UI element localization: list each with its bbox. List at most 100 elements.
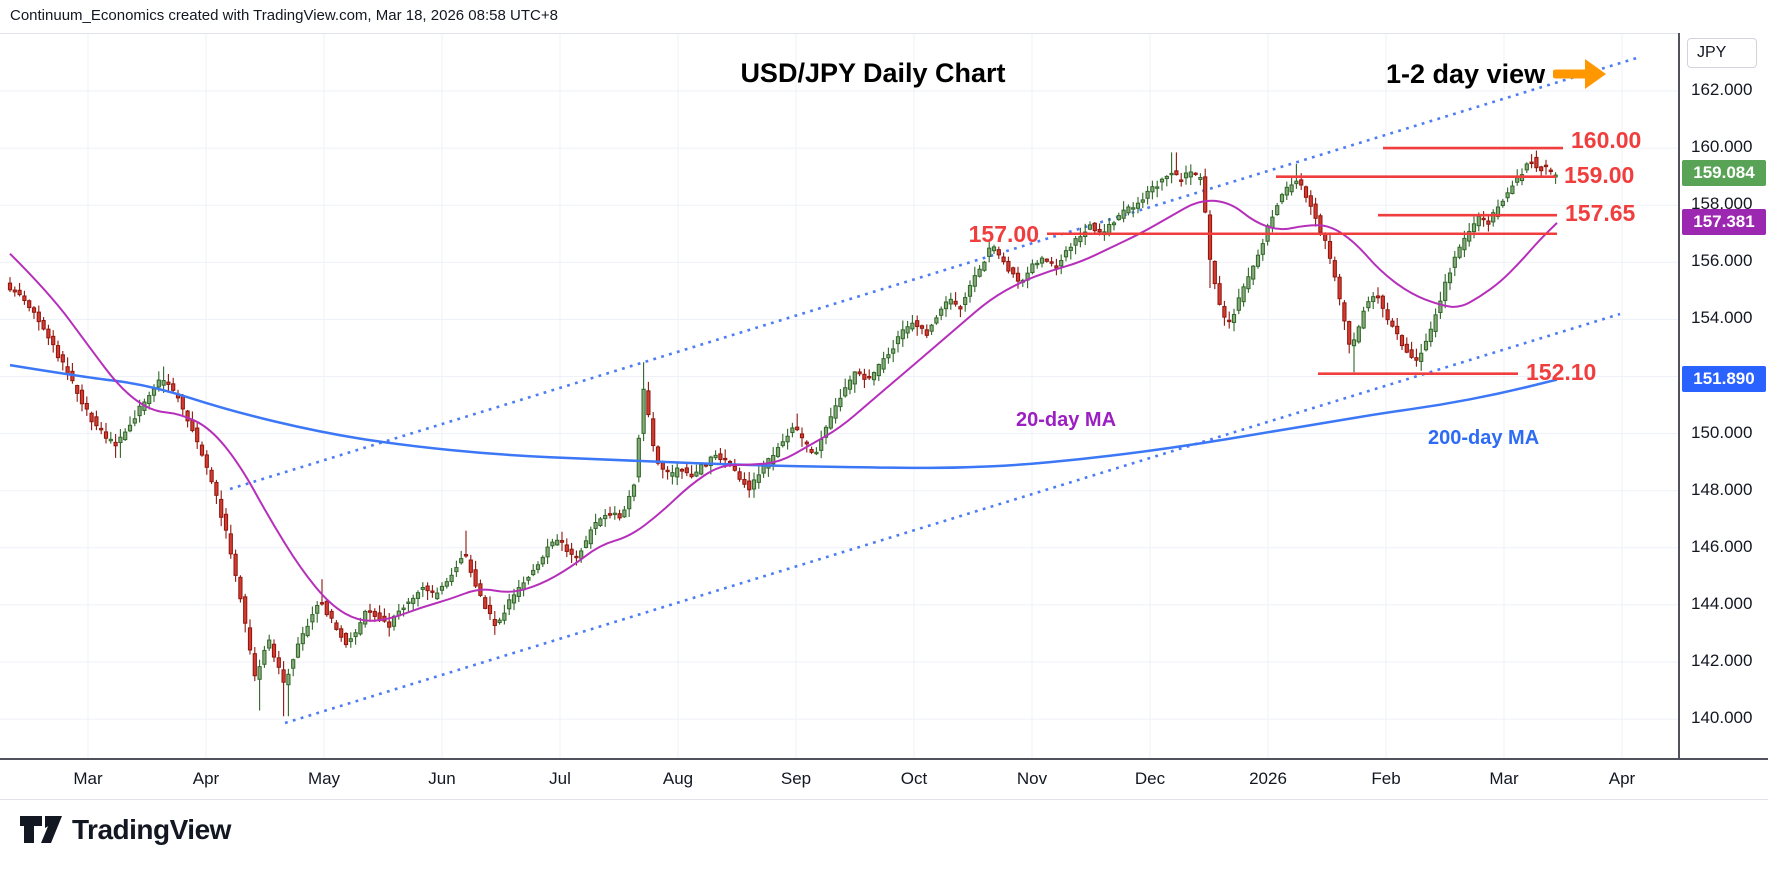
candle-up: [833, 405, 838, 419]
candle-down: [223, 513, 229, 531]
candle-up: [1131, 207, 1136, 210]
candle-down: [1001, 256, 1006, 263]
candle-up: [780, 441, 785, 447]
candle-down: [564, 544, 569, 552]
level-label-157.65: 157.65: [1565, 200, 1636, 227]
candle-down: [1299, 179, 1304, 186]
candle-down: [919, 325, 925, 329]
candle-up: [1236, 297, 1241, 311]
time-axis-label-Oct: Oct: [900, 769, 928, 788]
candle-down: [190, 419, 195, 432]
price-tick-158.000: 158.000: [1691, 194, 1753, 214]
candle-down: [319, 602, 325, 605]
candle-up: [761, 465, 766, 474]
candle-up: [785, 435, 790, 443]
candle-down: [99, 427, 104, 431]
candle-down: [1222, 306, 1227, 318]
candle-up: [497, 619, 502, 624]
candle-down: [271, 643, 277, 658]
candle-down: [1390, 320, 1395, 327]
candle-down: [915, 320, 920, 328]
candle-up: [1111, 222, 1117, 226]
time-axis-label-2026: 2026: [1249, 769, 1287, 788]
candle-down: [233, 553, 238, 576]
candle-down: [1207, 214, 1213, 260]
time-axis-label-Apr: Apr: [192, 769, 220, 788]
candle-up: [1241, 286, 1246, 303]
candle-up: [1183, 172, 1189, 179]
candle-down: [367, 610, 373, 613]
candle-up: [1476, 215, 1481, 227]
candle-up: [579, 550, 584, 559]
candle-up: [267, 639, 272, 649]
candle-up: [137, 405, 142, 417]
candle-up: [1107, 223, 1112, 234]
time-axis[interactable]: Mar Apr May Jun Jul Aug Sep Oct Nov Dec 2026 Feb Mar…: [0, 758, 1768, 800]
level-label-157.00: 157.00: [968, 220, 1039, 247]
candle-up: [967, 285, 973, 297]
candle-down: [75, 385, 80, 394]
candle-down: [1337, 276, 1342, 300]
candle-down: [1303, 186, 1309, 198]
candle-up: [1467, 231, 1472, 242]
candle-up: [1164, 175, 1169, 180]
candle-up: [943, 301, 949, 310]
candle-up: [555, 539, 560, 546]
candle-down: [1006, 260, 1011, 272]
candle-up: [502, 612, 507, 621]
price-tick-142.000: 142.000: [1691, 651, 1753, 670]
currency-toggle-button[interactable]: JPY: [1687, 38, 1757, 68]
candle-down: [857, 371, 862, 375]
candle-down: [281, 669, 286, 683]
time-axis-label-Jul: Jul: [549, 769, 571, 788]
candle-down: [343, 633, 349, 646]
candle-down: [1347, 321, 1352, 345]
candle-down: [1539, 166, 1544, 172]
candle-down: [214, 481, 219, 496]
candle-down: [1548, 169, 1553, 173]
candle-down: [1332, 260, 1337, 278]
time-axis-label-Nov: Nov: [1016, 769, 1048, 788]
candle-down: [324, 600, 329, 616]
candle-down: [228, 533, 233, 555]
candle-down: [36, 311, 41, 323]
tradingview-mark-icon: [20, 816, 62, 843]
candle-up: [775, 447, 781, 457]
candle-up: [823, 426, 829, 438]
candle-up: [1231, 313, 1237, 324]
tradingview-logo[interactable]: TradingView: [20, 814, 231, 846]
candle-down: [199, 444, 205, 456]
candle-down: [1327, 240, 1333, 259]
candle-up: [439, 585, 445, 591]
time-axis-label-Mar: Mar: [1489, 769, 1519, 788]
candle-down: [689, 473, 694, 478]
candle-down: [1529, 161, 1534, 165]
candle-down: [31, 307, 37, 313]
candle-up: [1471, 223, 1477, 233]
candle-up: [1059, 260, 1064, 267]
candle-up: [516, 587, 521, 598]
candle-up: [1419, 352, 1424, 362]
chart-canvas[interactable]: [0, 34, 1678, 759]
candle-down: [1049, 261, 1054, 264]
right-arrow-icon: [1553, 59, 1607, 89]
price-tick-154.000: 154.000: [1691, 308, 1753, 328]
candle-up: [535, 564, 541, 570]
candle-up: [262, 649, 267, 665]
candle-up: [1251, 265, 1256, 280]
candle-up: [526, 576, 531, 581]
price-scale[interactable]: JPY 162.000 160.000 158.000 156.000 154.000 1…: [1678, 33, 1768, 758]
candle-down: [1534, 156, 1539, 169]
trend-channel-lower-line[interactable]: [284, 312, 1621, 725]
candle-up: [871, 372, 877, 381]
candle-up: [1351, 339, 1357, 347]
candle-up: [881, 358, 886, 370]
level-label-159.00: 159.00: [1564, 161, 1635, 188]
candle-down: [617, 513, 622, 519]
candle-up: [1126, 206, 1131, 214]
candle-down: [1414, 357, 1419, 361]
candle-up: [531, 569, 536, 576]
candle-up: [1140, 199, 1145, 203]
candle-down: [732, 465, 737, 471]
ma20-line: [9, 199, 1558, 622]
